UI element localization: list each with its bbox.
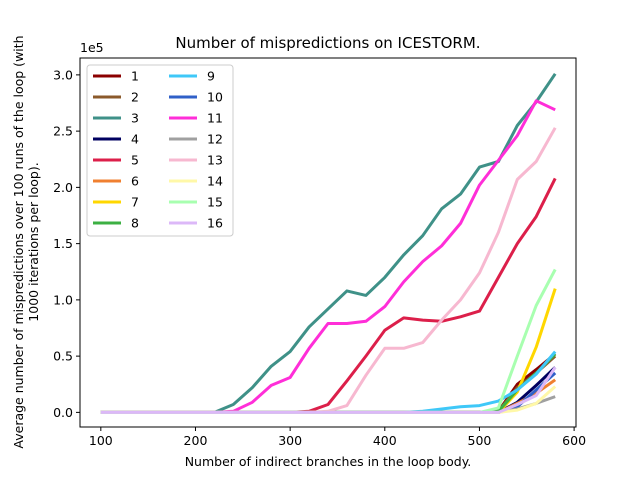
x-tick-label: 500 [468,433,492,448]
legend-label-8: 8 [131,216,139,231]
y-tick-label: 2.0 [53,180,73,195]
legend-label-11: 11 [207,111,223,126]
y-tick-label: 0.0 [53,405,73,420]
legend-label-3: 3 [131,111,139,126]
y-axis: 0.0 0.5 1.0 1.5 2.0 2.5 3.0 [53,67,80,420]
legend-label-6: 6 [131,174,139,189]
series-line-16 [100,366,557,414]
y-tick-label: 1.5 [53,236,73,251]
legend-label-5: 5 [131,153,139,168]
y-tick-label: 1.0 [53,292,73,307]
y-axis-label: Average number of mispredictions over 10… [11,35,41,448]
legend-label-7: 7 [131,195,139,210]
x-axis-label: Number of indirect branches in the loop … [185,454,472,469]
legend-label-12: 12 [207,132,223,147]
x-axis: 100 200 300 400 500 600 [89,427,586,448]
legend-label-14: 14 [207,174,223,189]
x-tick-label: 100 [89,433,113,448]
legend-label-2: 2 [131,90,139,105]
legend-label-15: 15 [207,195,223,210]
legend-label-1: 1 [131,69,139,84]
y-tick-label: 3.0 [53,67,73,82]
series-lines [100,72,557,414]
y-tick-label: 2.5 [53,124,73,139]
y-axis-label-line2: 1000 iterations per loop). [26,162,41,321]
legend-box [86,64,234,237]
legend-label-13: 13 [207,153,223,168]
y-axis-label-line1: Average number of mispredictions over 10… [11,35,26,448]
x-tick-label: 400 [373,433,397,448]
legend-label-16: 16 [207,216,223,231]
chart-title: Number of mispredictions on ICESTORM. [175,34,480,52]
legend-label-9: 9 [207,69,215,84]
x-tick-label: 300 [278,433,302,448]
plot-frame [79,57,577,428]
legend-label-4: 4 [131,132,139,147]
y-tick-label: 0.5 [53,349,73,364]
y-multiplier-label: 1e5 [80,40,104,55]
legend-label-10: 10 [207,90,223,105]
x-tick-label: 600 [562,433,586,448]
x-tick-label: 200 [184,433,208,448]
